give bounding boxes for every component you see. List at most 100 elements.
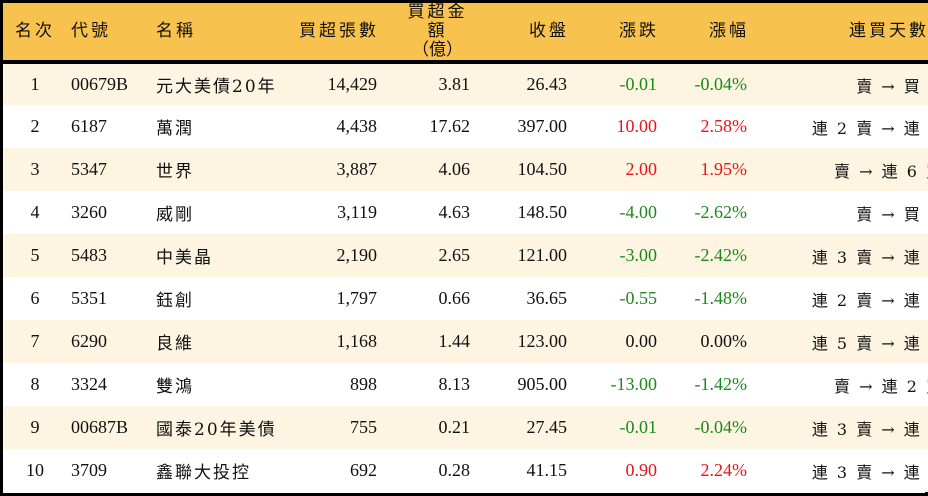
cell-name: 良維 <box>156 334 194 354</box>
cell-buy-streak: 連 3 賣 → 連 5 買 <box>811 419 928 439</box>
cell-change: 0.00 <box>625 331 658 351</box>
cell-change-pct: -1.48% <box>694 288 748 308</box>
table-row[interactable]: 3 5347 世界 3,887 4.06 104.50 2.00 1.95% 賣 → 連 6 買 <box>3 148 928 191</box>
cell-name: 雙鴻 <box>156 377 194 397</box>
cell-code: 5347 <box>71 159 107 179</box>
cell-buy-streak: 賣 → 連 2 買 <box>834 376 928 396</box>
cell-net-buy-lots: 755 <box>350 417 377 437</box>
cell-rank: 3 <box>30 159 40 179</box>
table-row[interactable]: 7 6290 良維 1,168 1.44 123.00 0.00 0.00% 連 5 賣 → 連… <box>3 320 928 363</box>
table-header-row: 名次 代號 名稱 買超張數 買超金額 （億） 收盤 漲跌 漲幅 連買天數 <box>3 3 928 62</box>
table-row[interactable]: 8 3324 雙鴻 898 8.13 905.00 -13.00 -1.42% 賣 → 連 2 … <box>3 363 928 406</box>
cell-net-buy-amount: 2.65 <box>438 245 471 265</box>
cell-net-buy-amount: 3.81 <box>438 74 471 94</box>
table-row[interactable]: 4 3260 威剛 3,119 4.63 148.50 -4.00 -2.62% 賣 → 買 <box>3 191 928 234</box>
cell-change: -3.00 <box>619 245 658 265</box>
cell-change: 10.00 <box>616 116 658 136</box>
cell-name: 中美晶 <box>156 248 213 268</box>
cell-change-pct: -1.42% <box>694 374 748 394</box>
cell-net-buy-amount: 17.62 <box>429 116 471 136</box>
cell-name: 元大美債20年 <box>156 77 277 97</box>
table-row[interactable]: 10 3709 鑫聯大投控 692 0.28 41.15 0.90 2.24% 連 3 賣 → … <box>3 449 928 492</box>
cell-close: 36.65 <box>526 288 568 308</box>
header-name[interactable]: 名稱 <box>156 21 196 41</box>
cell-change: -13.00 <box>610 374 658 394</box>
cell-net-buy-lots: 898 <box>350 374 377 394</box>
cell-buy-streak: 連 5 賣 → 連 4 買 <box>811 333 928 353</box>
cell-buy-streak: 賣 → 買 <box>856 76 922 96</box>
header-net-buy-amount-line2: （億） <box>412 40 463 60</box>
table-row[interactable]: 2 6187 萬潤 4,438 17.62 397.00 10.00 2.58% 連 2 賣 →… <box>3 105 928 148</box>
cell-name: 威剛 <box>156 205 194 225</box>
cell-code: 00679B <box>71 74 129 94</box>
cell-code: 5483 <box>71 245 107 265</box>
cell-code: 00687B <box>71 417 129 437</box>
header-code[interactable]: 代號 <box>71 21 111 41</box>
cell-net-buy-lots: 14,429 <box>327 74 378 94</box>
cell-change: -0.01 <box>619 74 658 94</box>
cell-net-buy-lots: 1,797 <box>336 288 378 308</box>
cell-code: 6187 <box>71 116 107 136</box>
cell-net-buy-lots: 692 <box>350 460 377 480</box>
cell-net-buy-lots: 3,887 <box>336 159 378 179</box>
header-rank[interactable]: 名次 <box>15 21 55 41</box>
cell-close: 121.00 <box>517 245 568 265</box>
header-net-buy-lots[interactable]: 買超張數 <box>299 21 379 41</box>
cell-name: 世界 <box>156 162 194 182</box>
cell-name: 萬潤 <box>156 119 194 139</box>
cell-change: 0.90 <box>625 460 658 480</box>
cell-close: 123.00 <box>517 331 568 351</box>
net-buy-ranking-table: 名次 代號 名稱 買超張數 買超金額 （億） 收盤 漲跌 漲幅 連買天數 1 00… <box>3 3 928 492</box>
header-net-buy-amount[interactable]: 買超金額 （億） <box>383 3 476 62</box>
cell-code: 3324 <box>71 374 107 394</box>
cell-code: 3260 <box>71 202 107 222</box>
cell-rank: 1 <box>30 74 40 94</box>
cell-change-pct: 1.95% <box>700 159 748 179</box>
cell-buy-streak: 賣 → 連 6 買 <box>834 161 928 181</box>
cell-change-pct: 2.58% <box>700 116 748 136</box>
cell-change-pct: -0.04% <box>694 417 748 437</box>
cell-net-buy-lots: 3,119 <box>337 202 377 222</box>
cell-close: 27.45 <box>526 417 568 437</box>
header-close[interactable]: 收盤 <box>529 21 569 41</box>
cell-close: 41.15 <box>526 460 568 480</box>
cell-change-pct: 0.00% <box>700 331 748 351</box>
cell-change-pct: -2.42% <box>694 245 748 265</box>
header-change-pct[interactable]: 漲幅 <box>709 21 749 41</box>
cell-rank: 7 <box>30 331 40 351</box>
header-change[interactable]: 漲跌 <box>619 21 659 41</box>
cell-rank: 9 <box>30 417 40 437</box>
header-buy-streak[interactable]: 連買天數 <box>849 21 928 41</box>
cell-close: 104.50 <box>517 159 568 179</box>
cell-rank: 10 <box>26 460 44 480</box>
cell-rank: 6 <box>30 288 40 308</box>
cell-net-buy-lots: 4,438 <box>336 116 378 136</box>
cell-change: -0.01 <box>619 417 658 437</box>
cell-code: 6290 <box>71 331 107 351</box>
cell-rank: 8 <box>30 374 40 394</box>
table-row[interactable]: 5 5483 中美晶 2,190 2.65 121.00 -3.00 -2.42% 連 3 賣 … <box>3 234 928 277</box>
cell-change: -0.55 <box>619 288 658 308</box>
cell-change-pct: -0.04% <box>694 74 748 94</box>
header-net-buy-amount-line1: 買超金額 <box>407 2 468 41</box>
cell-net-buy-amount: 4.06 <box>438 159 471 179</box>
cell-rank: 5 <box>30 245 40 265</box>
cell-name: 國泰20年美債 <box>156 420 277 440</box>
cell-change-pct: 2.24% <box>700 460 748 480</box>
cell-buy-streak: 賣 → 買 <box>856 204 922 224</box>
cell-net-buy-amount: 0.66 <box>438 288 471 308</box>
table-row[interactable]: 9 00687B 國泰20年美債 755 0.21 27.45 -0.01 -0.04% 連 3… <box>3 406 928 449</box>
cell-change: 2.00 <box>625 159 658 179</box>
cell-net-buy-lots: 2,190 <box>336 245 378 265</box>
table-row[interactable]: 6 5351 鈺創 1,797 0.66 36.65 -0.55 -1.48% 連 2 賣 → … <box>3 277 928 320</box>
cell-close: 905.00 <box>517 374 568 394</box>
cell-change: -4.00 <box>619 202 658 222</box>
cell-net-buy-amount: 0.21 <box>438 417 471 437</box>
cell-net-buy-amount: 0.28 <box>438 460 471 480</box>
cell-buy-streak: 連 2 賣 → 連 2 買 <box>811 290 928 310</box>
cell-close: 26.43 <box>526 74 568 94</box>
table-row[interactable]: 1 00679B 元大美債20年 14,429 3.81 26.43 -0.01 -0.04%… <box>3 62 928 105</box>
cell-name: 鑫聯大投控 <box>156 463 251 483</box>
cell-buy-streak: 連 3 賣 → 連 2 買 <box>811 247 928 267</box>
